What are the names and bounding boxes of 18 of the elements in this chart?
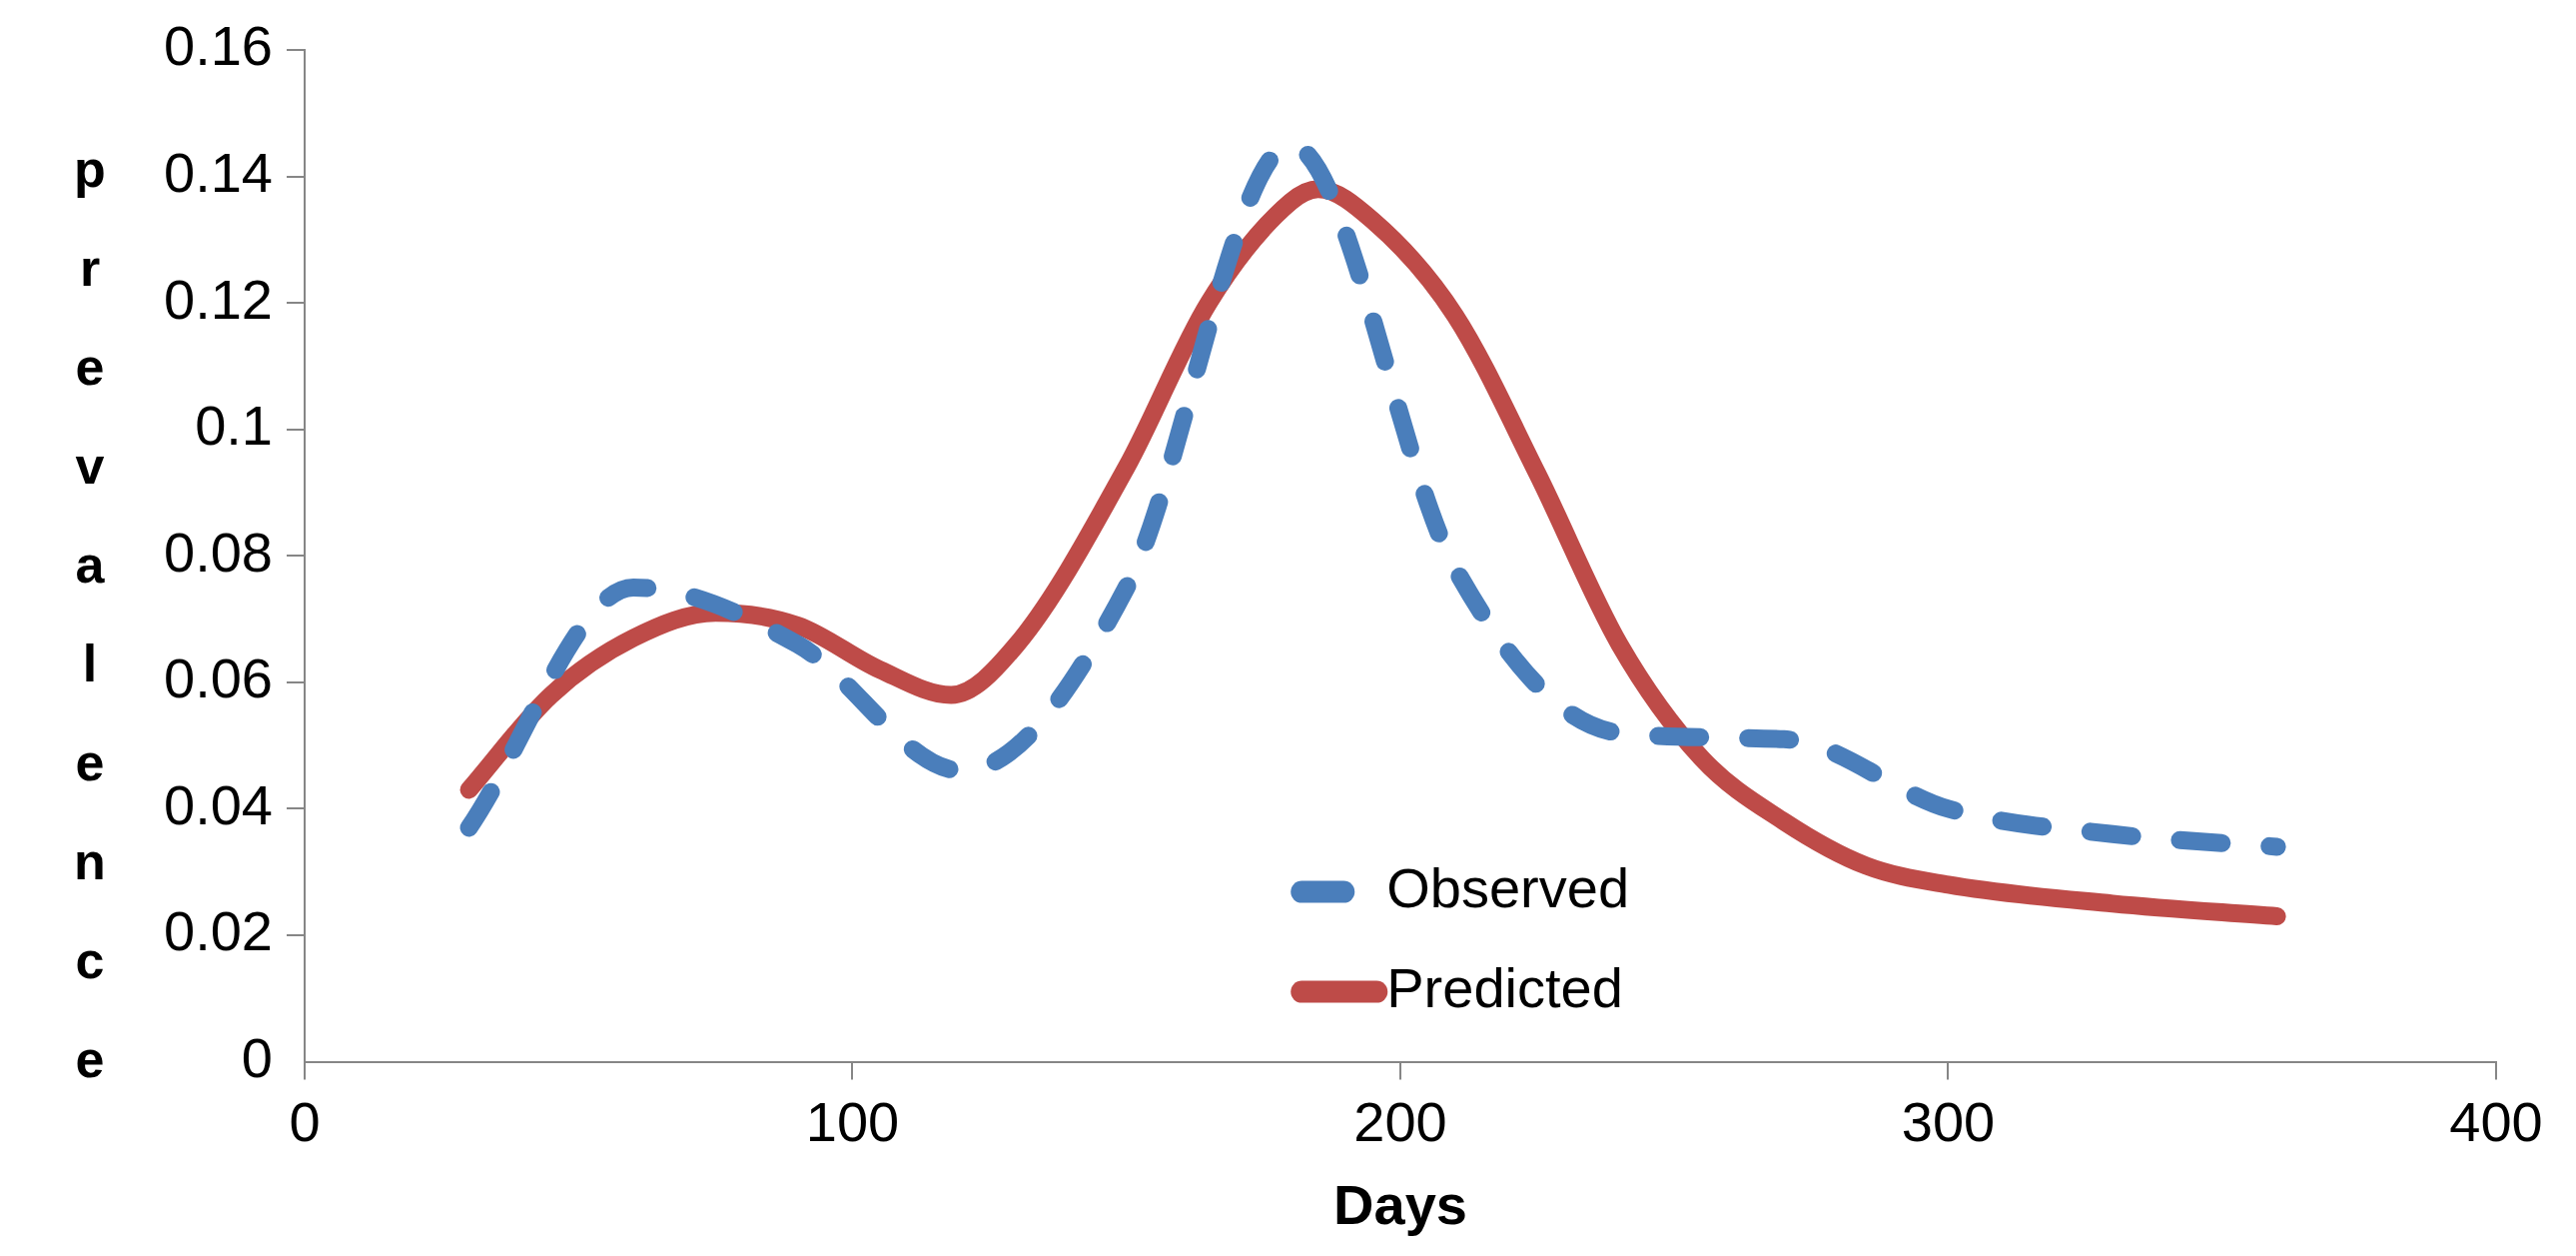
x-axis-title: Days xyxy=(1333,1172,1467,1236)
x-tick-label: 100 xyxy=(805,1089,900,1153)
y-tick-label: 0 xyxy=(241,1026,273,1090)
y-tick-label: 0.16 xyxy=(163,14,273,78)
legend-label: Predicted xyxy=(1386,956,1623,1020)
legend-label: Observed xyxy=(1386,856,1630,920)
x-tick-label: 400 xyxy=(2449,1089,2543,1153)
y-tick-label: 0.08 xyxy=(163,520,273,584)
y-tick-label: 0.12 xyxy=(163,267,273,331)
y-tick-label: 0.1 xyxy=(195,394,273,458)
y-tick-label: 0.14 xyxy=(163,141,273,205)
x-tick-label: 0 xyxy=(289,1089,321,1153)
y-tick-label: 0.06 xyxy=(163,646,273,710)
y-tick-label: 0.04 xyxy=(163,772,273,836)
x-tick-label: 300 xyxy=(1901,1089,1996,1153)
y-tick-label: 0.02 xyxy=(163,899,273,963)
text: prevalence xyxy=(74,140,106,1088)
x-tick-label: 200 xyxy=(1353,1089,1447,1153)
